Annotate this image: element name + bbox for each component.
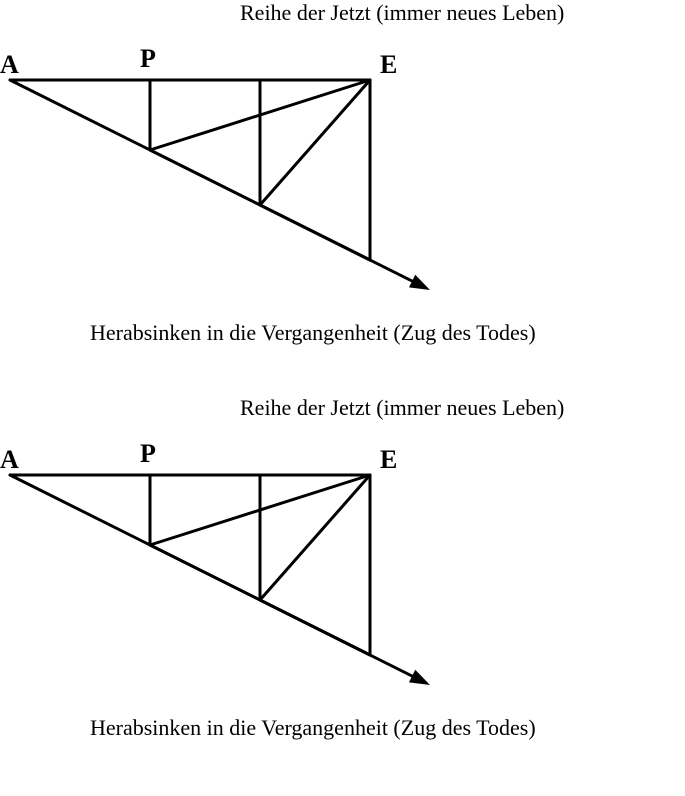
time-diagram (0, 40, 685, 350)
panel-title: Reihe der Jetzt (immer neues Leben) (240, 395, 564, 421)
vertex-label-A: A (0, 445, 19, 475)
panel-caption: Herabsinken in die Vergangenheit (Zug de… (90, 320, 536, 346)
time-diagram (0, 435, 685, 745)
arrow-head (409, 670, 430, 685)
page: Reihe der Jetzt (immer neues Leben) A P E He… (0, 0, 685, 796)
vertex-label-P: P (140, 44, 156, 74)
arrow-shaft (10, 80, 412, 281)
vertex-label-E: E (380, 50, 397, 80)
arrow-shaft (10, 475, 412, 676)
panel-title: Reihe der Jetzt (immer neues Leben) (240, 0, 564, 26)
panel-2: Reihe der Jetzt (immer neues Leben) A P E He… (0, 395, 685, 795)
arrow-head (409, 275, 430, 290)
panel-1: Reihe der Jetzt (immer neues Leben) A P E He… (0, 0, 685, 400)
vertex-label-P: P (140, 439, 156, 469)
vertex-label-A: A (0, 50, 19, 80)
vertex-label-E: E (380, 445, 397, 475)
panel-caption: Herabsinken in die Vergangenheit (Zug de… (90, 715, 536, 741)
